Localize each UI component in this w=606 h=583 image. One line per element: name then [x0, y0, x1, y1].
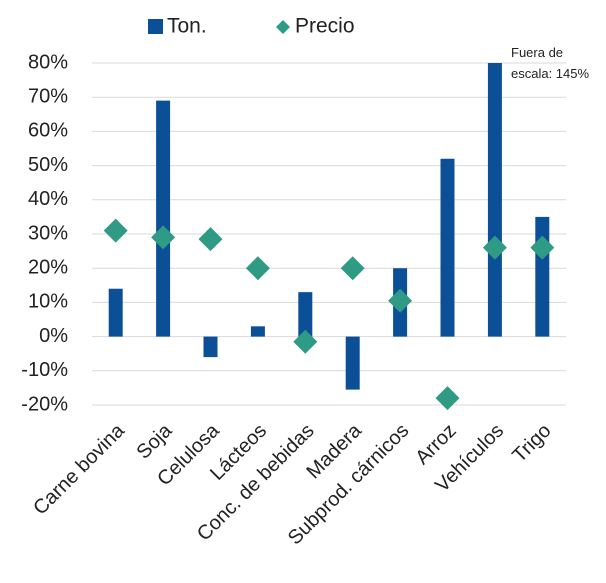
y-tick-label: 50% [28, 154, 68, 176]
y-tick-label: 70% [28, 85, 68, 107]
y-tick-label: -10% [21, 359, 68, 381]
y-tick-label: 40% [28, 188, 68, 210]
legend-swatch [148, 19, 163, 34]
y-tick-label: 10% [28, 291, 68, 313]
y-tick-label: 0% [39, 325, 68, 347]
bar [440, 158, 455, 337]
y-tick-label: 20% [28, 256, 68, 278]
diamond-marker [293, 329, 318, 354]
diamond-marker [388, 288, 413, 313]
diamond-marker [103, 218, 128, 243]
diamond-marker [340, 256, 365, 281]
diamond-marker [435, 386, 460, 411]
bar [156, 100, 171, 337]
bar [203, 336, 218, 358]
y-tick-label: 30% [28, 222, 68, 244]
diamond-marker [482, 235, 507, 260]
bar [535, 216, 550, 337]
y-tick-label: 60% [28, 120, 68, 142]
bar [345, 336, 360, 390]
diamond-marker [530, 235, 555, 260]
legend-label: Ton. [167, 15, 207, 38]
bar [250, 326, 265, 337]
diamond-marker [198, 227, 223, 252]
x-tick-label: Trigo [508, 420, 555, 467]
x-tick-label: Carne bovina [29, 419, 129, 519]
bar [108, 288, 123, 337]
bar [298, 292, 313, 337]
bar [487, 63, 502, 337]
annotation: Fuera de [511, 45, 563, 60]
y-tick-label: -20% [21, 393, 68, 415]
annotation: escala: 145% [511, 66, 589, 81]
diamond-marker [245, 256, 270, 281]
legend-label: Precio [295, 15, 355, 38]
legend-swatch [276, 20, 290, 34]
diamond-marker [151, 225, 176, 250]
y-tick-label: 80% [28, 51, 68, 73]
